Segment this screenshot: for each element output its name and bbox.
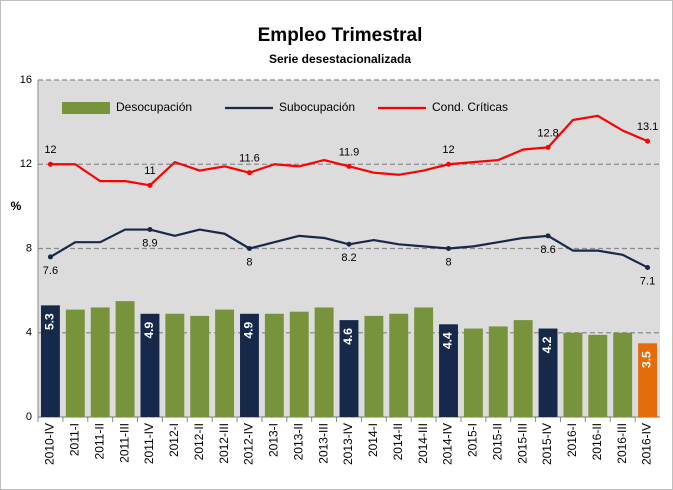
line-value-label: 7.6 — [43, 265, 58, 277]
bar — [364, 315, 384, 417]
line-marker — [545, 144, 551, 150]
legend-label: Subocupación — [279, 100, 355, 114]
x-tick-label: 2011-II — [92, 423, 106, 459]
line-marker — [446, 246, 452, 251]
bar — [190, 315, 210, 417]
line-value-label: 8.6 — [540, 244, 555, 256]
line-value-label: 8.9 — [142, 237, 157, 249]
bar — [538, 328, 558, 417]
bar-value-label: 4.6 — [341, 328, 355, 345]
bar-value-label: 4.9 — [242, 321, 256, 338]
bar — [65, 309, 85, 417]
x-tick-label: 2010-IV — [43, 423, 57, 465]
bar-value-label: 4.2 — [540, 336, 554, 353]
bar-value-label: 4.4 — [441, 332, 455, 349]
bar — [638, 343, 658, 417]
x-tick-label: 2014-II — [391, 423, 405, 460]
bar — [439, 324, 458, 417]
line-value-label: 8.2 — [341, 252, 356, 264]
bar — [513, 320, 533, 417]
bar-value-label: 4.9 — [142, 321, 156, 338]
bar — [414, 307, 434, 417]
bar — [563, 332, 583, 417]
x-tick-label: 2013-II — [291, 423, 305, 460]
line-value-label: 11 — [144, 165, 155, 177]
bar — [289, 311, 309, 417]
x-tick-label: 2014-III — [416, 423, 430, 464]
line-marker — [645, 138, 651, 144]
bar — [613, 332, 633, 417]
x-tick-label: 2014-I — [366, 423, 380, 457]
line-marker — [47, 161, 53, 167]
line-marker — [147, 182, 153, 188]
bar — [115, 301, 135, 417]
line-value-label: 11.6 — [239, 153, 260, 165]
line-value-label: 7.1 — [640, 275, 655, 287]
x-tick-label: 2015-III — [515, 423, 529, 464]
x-tick-label: 2011-III — [117, 423, 131, 463]
x-tick-label: 2013-I — [267, 423, 281, 457]
line-marker — [446, 161, 452, 167]
line-marker — [645, 264, 651, 270]
y-axis-label: % — [11, 199, 22, 213]
bar — [389, 313, 409, 417]
x-tick-label: 2011-I — [67, 423, 81, 456]
line-value-label: 12 — [442, 144, 454, 156]
x-tick-label: 2015-I — [466, 423, 480, 457]
bar — [240, 313, 259, 417]
x-tick-label: 2016-II — [590, 423, 604, 460]
line-marker — [246, 246, 252, 251]
line-marker — [545, 233, 551, 239]
line-value-label: 8 — [246, 256, 252, 268]
line-value-label: 12.8 — [537, 127, 558, 139]
legend-label: Desocupación — [116, 100, 192, 114]
y-tick-label: 8 — [26, 242, 32, 254]
bar-value-label: 3.5 — [640, 351, 654, 368]
x-tick-label: 2012-II — [192, 423, 206, 460]
chart-subtitle: Serie desestacionalizada — [269, 52, 411, 66]
y-tick-label: 16 — [20, 74, 32, 86]
bar-value-label: 5.3 — [43, 313, 57, 330]
bar — [165, 313, 185, 417]
line-value-label: 12 — [44, 144, 56, 156]
legend-label: Cond. Críticas — [432, 100, 508, 114]
y-tick-label: 4 — [26, 327, 32, 339]
x-tick-label: 2013-IV — [341, 423, 355, 465]
line-marker — [147, 227, 153, 233]
legend-swatch — [62, 102, 110, 114]
bar — [90, 307, 110, 417]
y-tick-label: 12 — [20, 158, 32, 170]
bar — [40, 305, 60, 417]
bar — [463, 328, 483, 417]
line-marker — [246, 170, 252, 176]
line-value-label: 11.9 — [339, 146, 360, 158]
bar — [215, 309, 235, 417]
x-tick-label: 2011-IV — [142, 423, 156, 464]
x-tick-label: 2013-III — [316, 423, 330, 464]
x-tick-label: 2016-III — [615, 423, 629, 464]
x-tick-label: 2015-II — [490, 423, 504, 460]
bar — [488, 326, 508, 417]
x-tick-label: 2012-III — [217, 423, 231, 464]
line-value-label: 13.1 — [637, 121, 658, 133]
x-tick-label: 2016-IV — [640, 423, 654, 465]
line-value-label: 8 — [445, 256, 451, 268]
x-tick-label: 2012-I — [167, 423, 181, 457]
x-tick-label: 2012-IV — [242, 423, 256, 465]
chart-title: Empleo Trimestral — [258, 25, 423, 46]
bar — [264, 313, 284, 417]
bar — [588, 334, 608, 417]
x-tick-label: 2016-I — [565, 423, 579, 457]
line-marker — [346, 241, 352, 247]
bar — [339, 320, 359, 417]
line-marker — [346, 163, 352, 169]
y-tick-label: 0 — [26, 411, 32, 423]
bar — [140, 313, 160, 417]
x-tick-label: 2014-IV — [441, 423, 455, 465]
bar — [314, 307, 334, 417]
x-tick-label: 2015-IV — [540, 423, 554, 465]
line-marker — [47, 254, 53, 260]
